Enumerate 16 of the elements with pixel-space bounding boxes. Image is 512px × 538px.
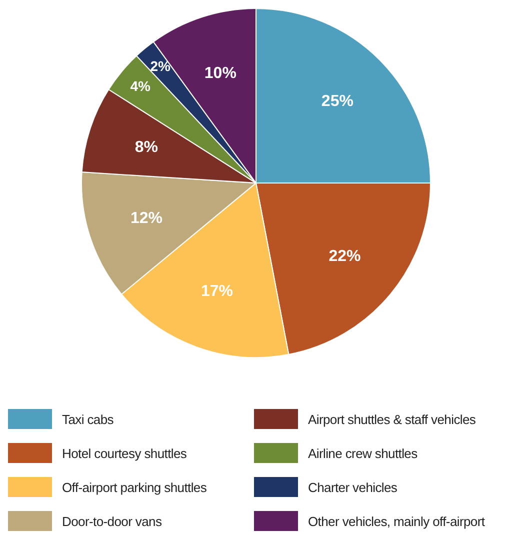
data-label: 8% — [134, 138, 158, 156]
legend-label: Airline crew shuttles — [308, 446, 418, 460]
legend-label: Taxi cabs — [62, 412, 114, 426]
data-label: 12% — [130, 210, 162, 227]
data-label: 4% — [130, 78, 152, 94]
data-label: 25% — [321, 92, 354, 110]
legend-label: Door-to-door vans — [62, 514, 162, 528]
data-label: 17% — [200, 282, 234, 300]
legend-label: Off-airport parking shuttles — [62, 480, 207, 494]
data-label: 10% — [204, 64, 236, 82]
data-label: 22% — [328, 248, 361, 265]
legend-label: Hotel courtesy shuttles — [62, 446, 187, 460]
data-label: 2% — [150, 58, 172, 74]
legend-label: Other vehicles, mainly off-airport — [308, 514, 485, 528]
legend-label: Airport shuttles & staff vehicles — [308, 412, 476, 426]
legend-label: Charter vehicles — [308, 480, 398, 494]
